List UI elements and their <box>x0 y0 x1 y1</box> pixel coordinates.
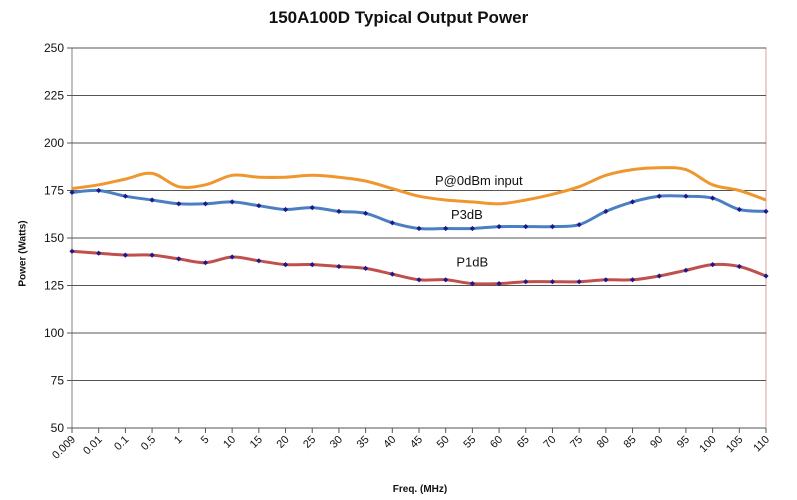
y-tick-label: 225 <box>44 89 64 103</box>
x-tick-label: 15 <box>248 434 265 451</box>
data-point <box>576 279 582 285</box>
data-point <box>549 279 556 285</box>
data-point <box>443 225 449 232</box>
data-point <box>282 262 289 268</box>
data-point <box>69 189 75 195</box>
x-tick-label: 75 <box>568 434 585 451</box>
data-point <box>176 201 182 207</box>
y-tick-label: 100 <box>44 326 64 340</box>
x-tick-label: 110 <box>751 434 772 455</box>
series-label: P@0dBm input <box>435 173 523 188</box>
data-point <box>96 187 102 194</box>
data-point <box>523 279 529 285</box>
data-point <box>336 263 342 270</box>
x-tick-label: 1 <box>172 434 185 447</box>
data-point <box>549 224 556 230</box>
data-point <box>149 252 155 258</box>
y-tick-label: 200 <box>44 136 64 150</box>
y-tick-label: 50 <box>51 421 65 435</box>
x-tick-label: 90 <box>648 434 665 451</box>
x-tick-label: 85 <box>622 434 639 451</box>
data-point <box>363 265 369 271</box>
data-point <box>256 203 262 209</box>
x-tick-label: 45 <box>408 434 425 451</box>
data-point <box>603 208 609 214</box>
data-point <box>202 201 209 207</box>
data-point <box>576 222 582 228</box>
y-tick-label: 250 <box>44 41 64 55</box>
data-point <box>736 206 742 213</box>
x-tick-label: 55 <box>461 434 478 451</box>
series-label: P1dB <box>456 255 488 270</box>
data-point <box>736 263 742 270</box>
data-point <box>469 225 475 232</box>
x-tick-label: 70 <box>541 434 558 451</box>
x-tick-label: 0.009 <box>50 434 78 462</box>
data-point <box>443 277 449 283</box>
data-point <box>469 281 475 287</box>
data-point <box>496 281 502 287</box>
x-tick-label: 25 <box>301 434 318 451</box>
data-point <box>229 254 235 260</box>
data-point <box>149 197 155 203</box>
data-point <box>603 277 609 283</box>
data-point <box>363 210 369 216</box>
data-point <box>683 193 689 199</box>
data-point <box>96 250 102 256</box>
series-label: P3dB <box>451 207 483 222</box>
x-tick-label: 10 <box>221 434 238 451</box>
data-point <box>496 224 502 230</box>
x-tick-label: 100 <box>697 434 718 455</box>
x-tick-label: 0.5 <box>139 434 158 453</box>
x-tick-label: 35 <box>355 434 372 451</box>
y-tick-label: 150 <box>44 231 64 245</box>
series-line <box>71 166 767 206</box>
x-tick-label: 80 <box>595 434 612 451</box>
series-label-bg <box>429 171 552 190</box>
data-point <box>763 273 769 279</box>
x-tick-label: 20 <box>275 434 292 451</box>
data-point <box>122 193 128 199</box>
x-tick-label: 65 <box>515 434 532 451</box>
data-point <box>656 193 662 199</box>
data-point <box>229 199 235 205</box>
data-point <box>763 208 769 214</box>
y-tick-label: 175 <box>44 184 64 198</box>
x-tick-label: 0.01 <box>81 434 105 458</box>
data-point <box>656 273 662 279</box>
data-point <box>176 256 182 262</box>
data-point <box>523 224 529 230</box>
y-tick-label: 75 <box>51 374 65 388</box>
x-tick-label: 40 <box>381 434 398 451</box>
x-tick-label: 105 <box>724 434 745 455</box>
x-tick-label: 30 <box>328 434 345 451</box>
data-point <box>416 277 422 283</box>
data-point <box>336 208 342 214</box>
x-tick-label: 60 <box>488 434 505 451</box>
data-point <box>309 262 315 268</box>
data-point <box>309 205 315 211</box>
y-tick-label: 125 <box>44 279 64 293</box>
data-point <box>710 262 716 268</box>
x-tick-label: 5 <box>199 434 212 447</box>
data-point <box>629 277 636 283</box>
data-point <box>69 248 75 254</box>
data-point <box>256 258 262 264</box>
x-tick-label: 50 <box>435 434 452 451</box>
data-point <box>710 195 716 201</box>
x-tick-label: 0.1 <box>112 434 131 453</box>
chart-title: 150A100D Typical Output Power <box>268 8 529 27</box>
data-point <box>282 206 289 213</box>
x-tick-label: 95 <box>675 434 692 451</box>
data-point <box>416 225 422 232</box>
data-point <box>389 220 395 226</box>
data-point <box>202 260 209 266</box>
data-point <box>122 252 128 258</box>
data-point <box>389 271 395 277</box>
data-point <box>629 199 636 205</box>
x-axis-label: Freq. (MHz) <box>392 484 448 495</box>
data-point <box>683 267 689 273</box>
